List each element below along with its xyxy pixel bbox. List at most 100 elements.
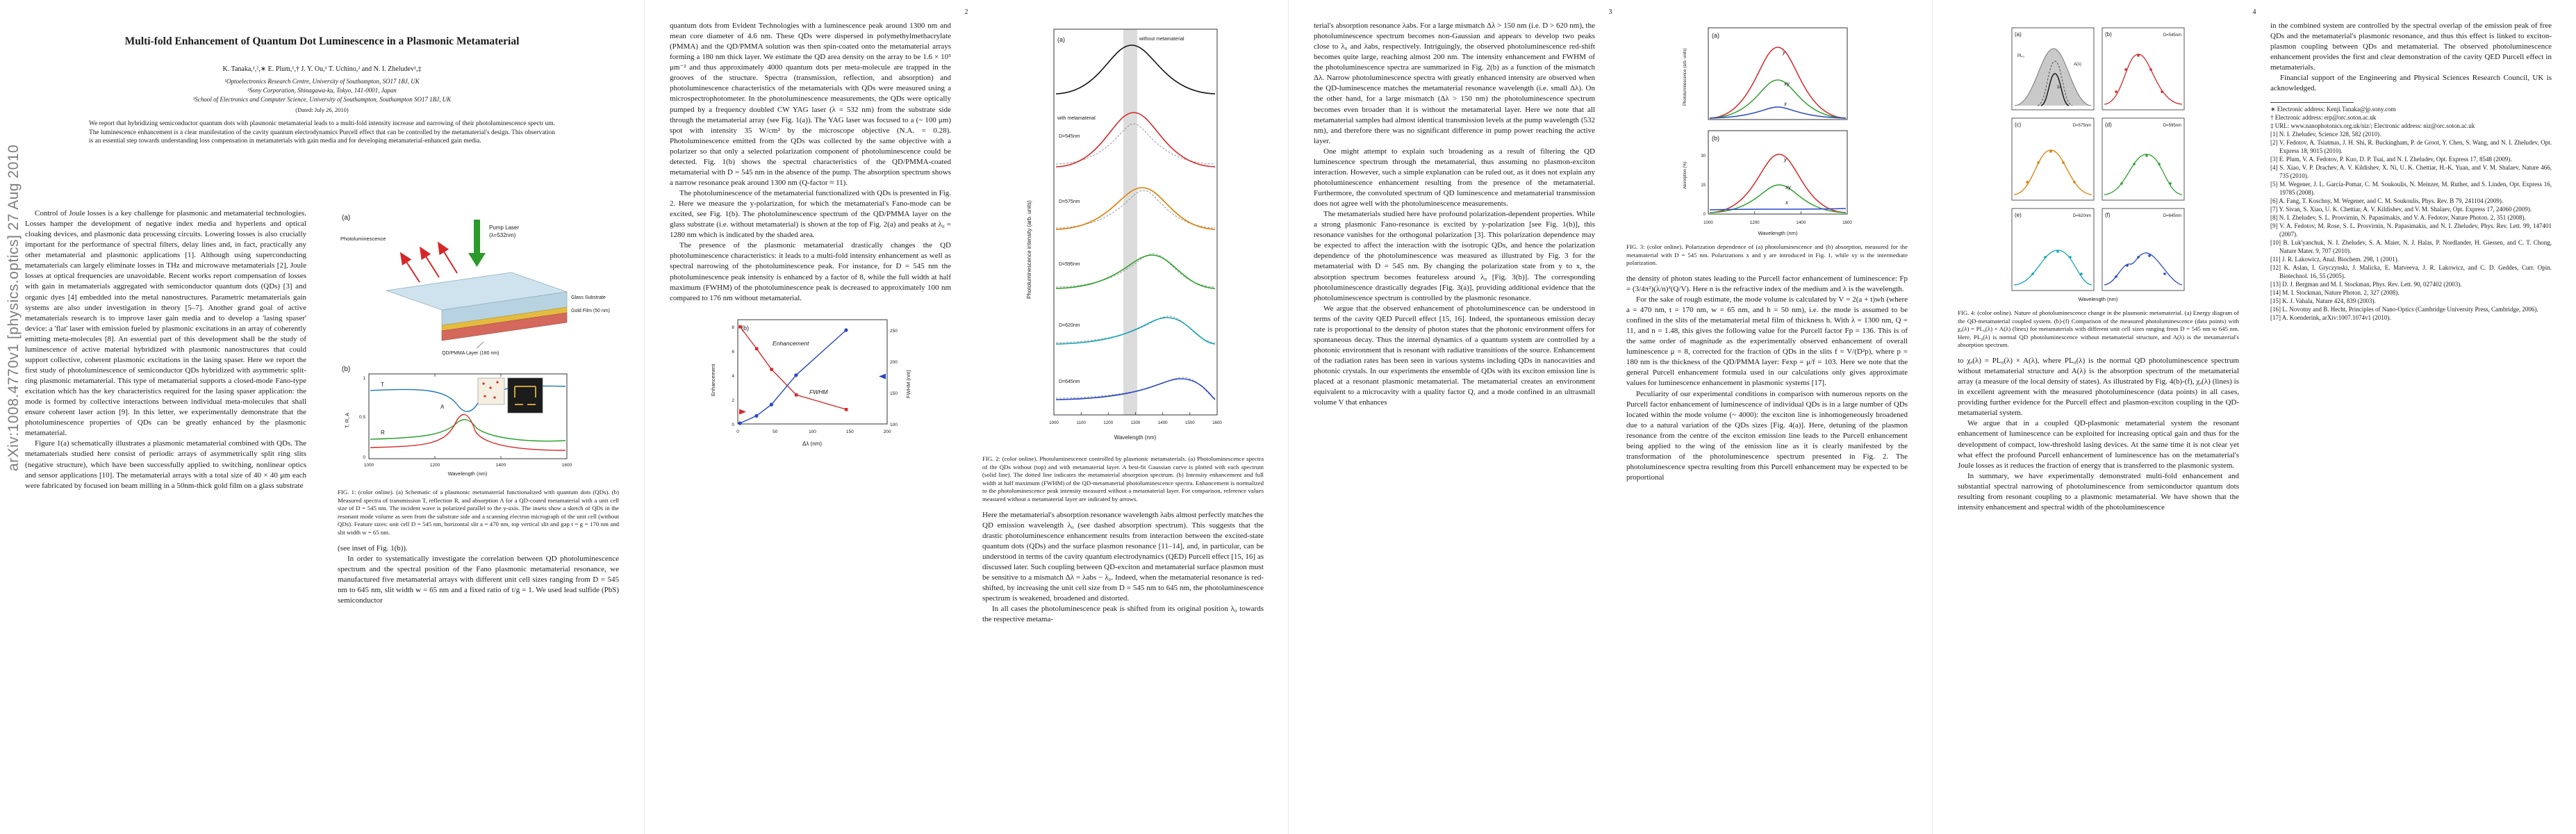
fig1-xtick: 1400 [496, 463, 506, 468]
svg-text:200: 200 [890, 360, 898, 365]
fwhm-reference-arrow [878, 373, 886, 379]
label-pol-y-b: y [1783, 156, 1787, 163]
figure-4-caption: FIG. 4: (color online). Nature of photol… [1958, 309, 2239, 349]
footnote: ‡ URL: www.nanophotonics.org.uk/niz/; El… [2270, 122, 2475, 130]
fig1-gold-label: Gold Film (50 nm) [571, 309, 610, 313]
svg-text:0: 0 [736, 430, 739, 434]
reference-item: [3] E. Plum, V. A. Fedotov, P. Kuo, D. P… [2270, 156, 2512, 163]
fig1-x-axis-label: Wavelength (nm) [448, 471, 488, 477]
reference-item: [17] A. Koenderink, arXiv:1007.1074v1 (2… [2270, 313, 2391, 321]
curve-label-645: D=645nm [1059, 379, 1080, 384]
reference-item: [13] D. J. Bergman and M. I. Stockman, P… [2270, 280, 2462, 288]
pump-laser-arrow [468, 220, 486, 267]
fig2b-right-ticks: 250 200 150 100 [890, 329, 898, 427]
fig4-panel-b: (b) [2105, 31, 2112, 38]
paragraph: One might attempt to explain such broade… [1314, 147, 1595, 208]
fig2a-without-label: without metamaterial [1139, 37, 1184, 42]
svg-text:4: 4 [732, 374, 734, 379]
figure-1-caption: FIG. 1: (color online). (a) Schematic of… [338, 489, 619, 537]
svg-text:1100: 1100 [1076, 420, 1086, 425]
fig4c-line [2013, 149, 2092, 195]
fig4-panel-e: (e) [2015, 212, 2022, 218]
figure-3-caption: FIG. 3: (color online). Polarization dep… [1626, 243, 1908, 267]
leader-line [476, 341, 484, 349]
fig1-T-label: T [381, 382, 384, 388]
paragraph: We argue that the observed enhancement o… [1314, 304, 1595, 407]
reference-item: [6] A. Fang, T. Koschny, M. Wegener, and… [2270, 197, 2504, 205]
footnote: † Electronic address: erp@orc.soton.ac.u… [2270, 114, 2377, 122]
fig4-panel-d: (d) [2105, 122, 2112, 128]
fig4f-frame [2102, 208, 2185, 291]
fig4b-d-label: D=545nm [2163, 33, 2181, 38]
fig1-y-axis-label: T, R, A [344, 413, 350, 428]
svg-text:2: 2 [732, 398, 734, 403]
fig1-ytick: 0 [363, 455, 365, 460]
reflection-curve [370, 419, 566, 442]
pl-curve-620 [1055, 317, 1215, 345]
fig4b-frame [2102, 27, 2185, 111]
reference-item: [5] M. Wegener, J. L. García-Pomar, C. M… [2270, 181, 2552, 197]
label-pol-y: y [1782, 49, 1786, 56]
reference-item: [15] K. J. Vahala, Nature 424, 839 (2003… [2270, 297, 2376, 304]
svg-text:100: 100 [890, 423, 898, 427]
pl-curve-595 [1055, 254, 1215, 289]
svg-text:1400: 1400 [1796, 220, 1806, 225]
page-3: 3 terial's absorption resonance λabs. Fo… [1288, 0, 1932, 834]
fig4f-line [2104, 252, 2183, 286]
figure-1: (a) Pump Laser (λ=532nm) Photoluminescen… [338, 208, 619, 485]
fig1-panel-a-label: (a) [342, 214, 350, 222]
fig4e-d-label: D=620nm [2073, 214, 2091, 218]
svg-text:250: 250 [890, 329, 898, 334]
fig1-photoluminescence-label: Photoluminescence [340, 236, 386, 242]
curve-label-595: D=595nm [1059, 262, 1080, 267]
svg-text:6: 6 [732, 350, 734, 354]
fig2b-x-ticks: 0 50 100 150 200 [736, 430, 891, 434]
enhancement-line [739, 326, 846, 410]
svg-text:50: 50 [773, 430, 778, 434]
paragraph: quantum dots from Evident Technologies w… [670, 22, 951, 187]
fig2a-y-axis-label: Photoluminescence intensity (arb. units) [1026, 200, 1032, 299]
affiliation-2: ²Sony Corporation, Shinagawa-ku, Tokyo, … [247, 87, 397, 94]
figure-2b-graphic: (b) [710, 319, 911, 447]
figure-3: (a) y xy x Photoluminescence (arb. units… [1626, 21, 1908, 240]
abs-xy-curve [1709, 184, 1847, 213]
fig1-xtick: 1000 [364, 463, 374, 468]
fig4d-d-label: D=595nm [2163, 124, 2181, 128]
paragraph: The presence of the plasmonic metamateri… [670, 241, 951, 302]
fig4d-line [2104, 154, 2183, 195]
fig1-A-label: A [440, 404, 445, 410]
fig4e-frame [2011, 208, 2095, 291]
fig4c-frame [2011, 117, 2095, 201]
pl-x-curve [1709, 106, 1847, 119]
label-pol-xy: xy [1783, 81, 1790, 87]
paragraph: in the combined system are controlled by… [2270, 22, 2552, 72]
fig4-panel-a: (a) [2015, 31, 2022, 38]
fig3-panel-b-label: (b) [1712, 135, 1719, 142]
reference-item: [12] K. Aslan, I. Gryczynski, J. Malicka… [2270, 263, 2552, 279]
fig3-ticks [1708, 211, 1848, 214]
figure-2a-graphic: (a) without metamaterial with metamateri… [1026, 28, 1222, 441]
emission-band [1123, 29, 1137, 415]
reference-item: [7] Y. Sivan, S. Xiao, U. K. Chettiar, A… [2270, 206, 2532, 213]
svg-text:150: 150 [890, 391, 898, 396]
page3-column-2: (a) y xy x Photoluminescence (arb. units… [1626, 21, 1908, 813]
fig4c-d-label: D=575nm [2073, 124, 2091, 128]
fig1-ytick: 0.5 [359, 415, 365, 420]
fig3a-frame [1708, 27, 1848, 120]
paragraph: (see inset of Fig. 1(b)). [338, 543, 408, 553]
svg-text:1000: 1000 [1049, 420, 1059, 425]
fig2b-x-axis-label: Δλ (nm) [802, 441, 821, 447]
svg-text:1400: 1400 [1157, 420, 1167, 425]
reference-item: [4] S. Xiao, V. P. Drachev, A. V. Kildis… [2270, 164, 2552, 180]
paragraph: Peculiarity of our experimental conditio… [1626, 389, 1908, 482]
fig3b-y-ticks: 30 15 0 [1701, 154, 1706, 217]
svg-text:150: 150 [845, 430, 853, 434]
paragraph: In order to systematically investigate t… [338, 554, 619, 605]
fig2a-ticks [1053, 412, 1217, 415]
absorption-curve [370, 414, 566, 451]
abstract: We report that hybridizing semiconductor… [89, 120, 555, 145]
paragraph: The metamaterials studied here have prof… [1314, 210, 1595, 302]
figure-4-graphic: (a) PL₀ A(λ) χₐ (b) D=545nm [2011, 27, 2185, 302]
enhancement-points [738, 325, 848, 411]
svg-text:1500: 1500 [1184, 420, 1194, 425]
